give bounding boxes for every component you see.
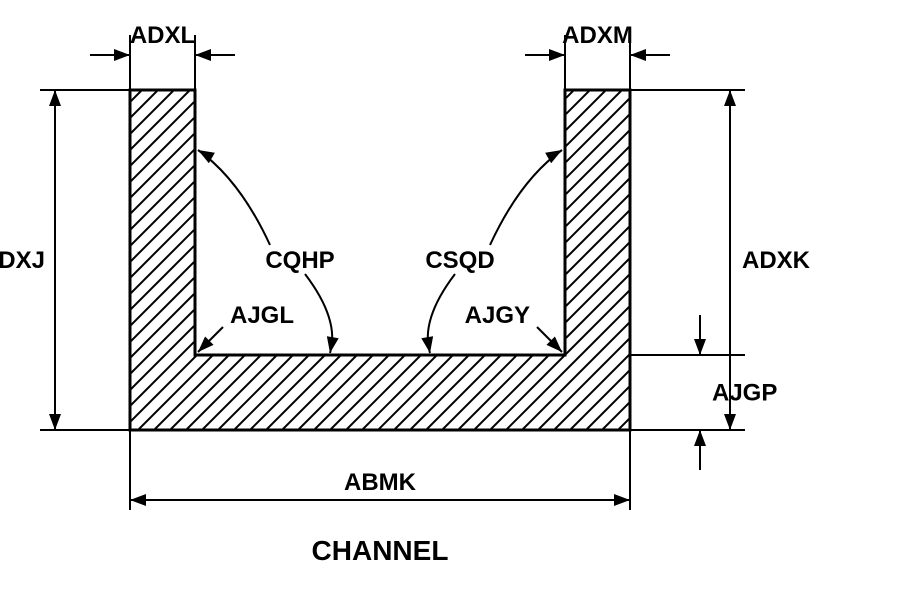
label-ajgp: AJGP (712, 380, 777, 407)
diagram-title: CHANNEL (312, 535, 449, 566)
label-ajgl: AJGL (230, 302, 294, 329)
label-adxm: ADXM (562, 22, 633, 49)
label-adxk: ADXK (742, 247, 811, 274)
label-abmk: ABMK (344, 469, 417, 496)
label-cqhp: CQHP (265, 247, 334, 274)
label-ajgy: AJGY (465, 302, 530, 329)
hatch-fill (130, 0, 630, 600)
label-adxj: ADXJ (0, 247, 45, 274)
label-csqd: CSQD (425, 247, 494, 274)
label-adxl: ADXL (130, 22, 195, 49)
